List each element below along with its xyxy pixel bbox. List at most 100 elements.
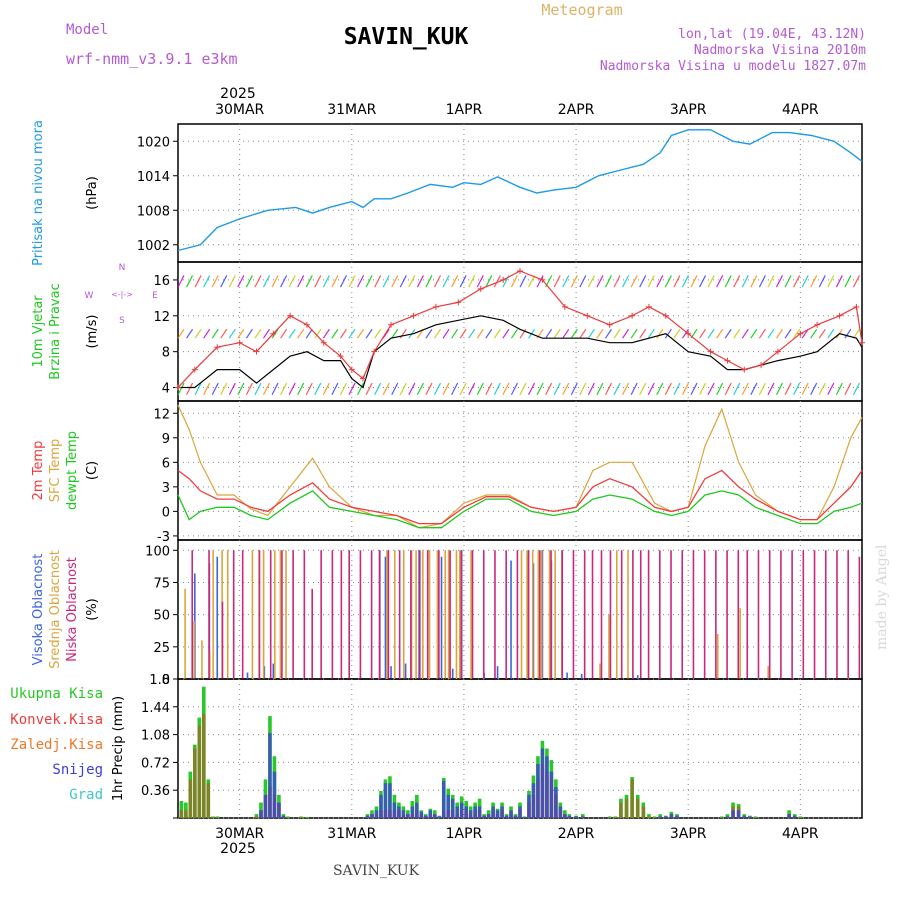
precip-snow-bar bbox=[536, 763, 540, 818]
wind-barb bbox=[211, 328, 219, 339]
panel-units-label: (%) bbox=[85, 598, 100, 621]
wind-barb bbox=[553, 382, 561, 395]
wind-barb bbox=[305, 275, 313, 288]
wind-barb bbox=[647, 328, 655, 339]
wind-barb bbox=[673, 382, 681, 395]
wind-barb bbox=[630, 328, 638, 339]
wind-gust-marker bbox=[360, 375, 367, 382]
wind-barb bbox=[305, 328, 313, 339]
wind-barb bbox=[228, 382, 236, 395]
wind-barb bbox=[767, 328, 775, 339]
precip-conv-bar bbox=[184, 810, 188, 818]
precip-legend-item: Snijeg bbox=[52, 762, 103, 778]
precip-total-bar bbox=[658, 814, 662, 818]
wind-barb bbox=[673, 275, 681, 288]
wind-barb bbox=[493, 275, 501, 288]
wind-barb bbox=[716, 275, 724, 288]
wind-barb bbox=[374, 275, 382, 288]
precip-conv-bar bbox=[215, 817, 220, 818]
precip-snow-bar bbox=[675, 815, 679, 818]
wind-barb bbox=[476, 275, 484, 288]
precip-conv-bar bbox=[641, 806, 646, 818]
wind-gust-marker bbox=[270, 330, 277, 337]
wind-barb bbox=[220, 382, 228, 395]
wind-barb bbox=[775, 275, 784, 288]
panel-ylabel: SFC Temp bbox=[48, 439, 63, 503]
wind-barb bbox=[510, 382, 518, 395]
wind-barb bbox=[810, 275, 818, 288]
wind-barb bbox=[664, 275, 672, 288]
wind-barb bbox=[211, 275, 219, 288]
wind-barb bbox=[835, 275, 843, 288]
wind-barb bbox=[280, 328, 288, 339]
wind-barb bbox=[271, 275, 279, 288]
wind-barb bbox=[733, 275, 741, 288]
precip-snow-bar bbox=[473, 806, 477, 818]
wind-barb bbox=[237, 382, 245, 395]
wind-barb bbox=[553, 328, 561, 339]
wind-barb bbox=[852, 275, 860, 288]
day-label-top: 2APR bbox=[558, 102, 595, 118]
wind-barb bbox=[835, 382, 843, 395]
precip-snow-bar bbox=[401, 810, 406, 818]
wind-barb bbox=[485, 382, 493, 395]
precip-snow-bar bbox=[450, 798, 455, 818]
wind-barb bbox=[784, 382, 792, 395]
wind-barb bbox=[228, 328, 236, 339]
wind-barb bbox=[391, 382, 399, 395]
wind-barb bbox=[502, 328, 510, 339]
wind-barb bbox=[271, 382, 279, 395]
wind-barb bbox=[681, 275, 689, 288]
wind-barb bbox=[339, 328, 347, 339]
precip-snow-bar bbox=[415, 802, 419, 818]
precip-conv-bar bbox=[613, 817, 618, 818]
wind-barb bbox=[280, 382, 288, 395]
wind-barb bbox=[288, 382, 296, 395]
panel-frame bbox=[177, 261, 863, 402]
y-tick-label: 1.08 bbox=[141, 729, 170, 744]
wind-barb bbox=[297, 328, 305, 339]
day-label-bottom: 31MAR bbox=[327, 826, 376, 842]
day-label-bottom: 3APR bbox=[670, 826, 707, 842]
precip-conv-bar bbox=[635, 798, 640, 818]
wind-barb bbox=[801, 275, 809, 288]
wind-barb bbox=[476, 382, 484, 395]
wind-barb bbox=[442, 328, 450, 339]
panel-ylabel: 1hr Precip (mm) bbox=[111, 696, 126, 801]
wind-barb bbox=[220, 275, 228, 288]
dir-w-label: W bbox=[85, 291, 94, 301]
wind-barb bbox=[818, 328, 826, 339]
wind-barb bbox=[852, 328, 860, 339]
y-tick-label: 1014 bbox=[137, 170, 170, 185]
y-tick-label: 9 bbox=[162, 432, 170, 447]
wind-gust-marker bbox=[797, 330, 804, 337]
precip-legend-item: Grad bbox=[69, 787, 103, 803]
precip-snow-bar bbox=[446, 794, 451, 818]
wind-barb bbox=[553, 275, 561, 288]
wind-gust-marker bbox=[253, 348, 260, 355]
wind-barb bbox=[502, 382, 510, 395]
wind-barb bbox=[827, 328, 835, 339]
precip-conv-bar bbox=[647, 816, 651, 818]
precip-conv-bar bbox=[210, 817, 215, 818]
panel-ylabel: Srednja Oblacnost bbox=[48, 550, 63, 669]
precip-total-bar bbox=[254, 814, 259, 818]
wind-barb bbox=[758, 328, 766, 339]
y-tick-label: 12 bbox=[153, 407, 170, 422]
wind-barb bbox=[459, 382, 467, 395]
wind-barb bbox=[699, 275, 707, 288]
precip-conv-bar bbox=[206, 783, 211, 818]
precip-snow-bar bbox=[379, 794, 383, 818]
precip-snow-bar bbox=[370, 814, 374, 818]
wind-barb bbox=[237, 275, 245, 288]
year-label-top: 2025 bbox=[220, 86, 256, 102]
wind-barb bbox=[186, 382, 194, 395]
wind-barb bbox=[639, 382, 647, 395]
wind-barb bbox=[613, 328, 621, 339]
wind-barb bbox=[664, 382, 672, 395]
wind-barb bbox=[587, 275, 595, 288]
wind-barb bbox=[844, 275, 852, 288]
wind-barb bbox=[562, 382, 570, 395]
wind-barb bbox=[707, 328, 715, 339]
wind-barb bbox=[331, 328, 339, 339]
